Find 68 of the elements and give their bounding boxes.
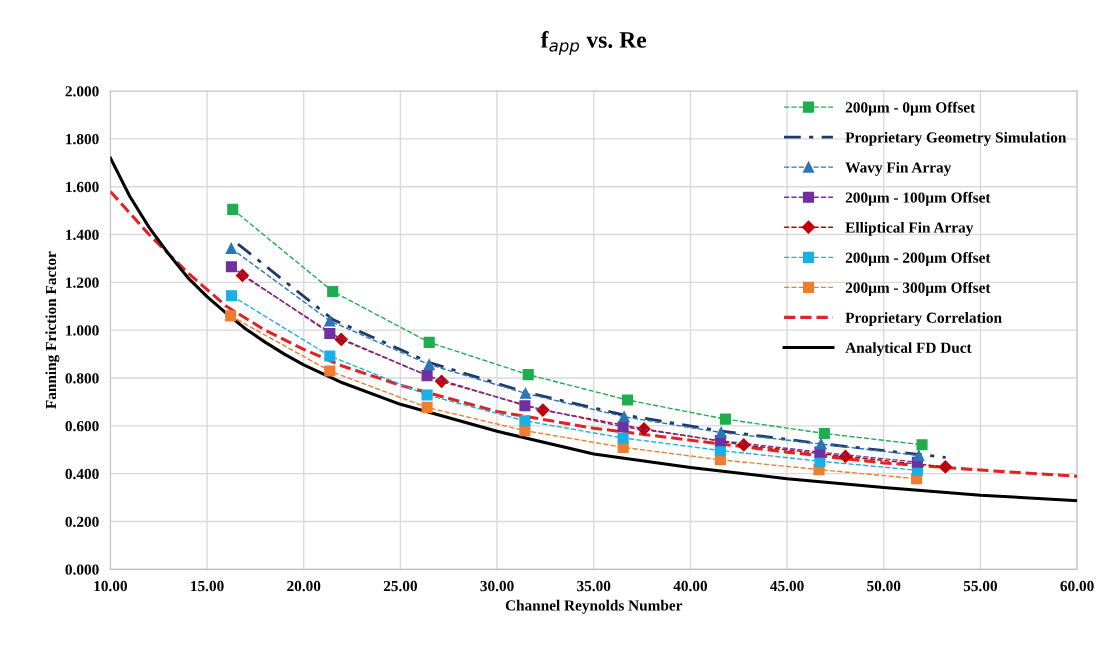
legend-label: Wavy Fin Array bbox=[845, 161, 952, 176]
point bbox=[225, 310, 237, 322]
chart-title: f$_{app}$ vs. Re bbox=[540, 30, 647, 55]
point bbox=[324, 350, 336, 362]
point bbox=[225, 261, 237, 273]
y-tick-label: 0.800 bbox=[65, 373, 99, 384]
y-tick-label: 1.600 bbox=[66, 181, 99, 193]
legend-label: Proprietary Geometry Simulation bbox=[845, 131, 1067, 146]
x-tick-label: 45.00 bbox=[770, 580, 804, 592]
legend-label: Elliptical Fin Array bbox=[845, 221, 974, 236]
point bbox=[818, 427, 830, 440]
point bbox=[715, 426, 727, 439]
y-tick-label: 1.000 bbox=[66, 325, 99, 336]
point bbox=[324, 315, 336, 327]
point bbox=[421, 370, 433, 382]
line-series bbox=[110, 156, 1078, 503]
legend-label: 200µm - 100µm Offset bbox=[845, 191, 991, 206]
point bbox=[423, 336, 435, 348]
y-tick-label: 0.200 bbox=[65, 516, 99, 528]
point bbox=[719, 413, 731, 425]
y-tick-label: 0.000 bbox=[65, 564, 99, 575]
y-tick-label: 1.400 bbox=[66, 229, 99, 241]
point bbox=[519, 415, 531, 427]
point bbox=[225, 242, 237, 254]
x-tick-label: 25.00 bbox=[383, 580, 417, 592]
point bbox=[421, 389, 433, 401]
x-tick-label: 20.00 bbox=[287, 580, 321, 592]
y-tick-label: 0.600 bbox=[65, 420, 99, 432]
legend-label: 200µm - 200µm Offset bbox=[845, 251, 991, 266]
point bbox=[617, 432, 629, 444]
point bbox=[226, 290, 238, 302]
point bbox=[227, 203, 239, 215]
point bbox=[519, 400, 531, 412]
x-tick-label: 30.00 bbox=[480, 580, 514, 592]
y-tick-label: 1.200 bbox=[66, 277, 99, 288]
point bbox=[423, 359, 435, 371]
y-axis-title: Fanning Friction Factor bbox=[45, 251, 60, 409]
point bbox=[617, 421, 629, 433]
y-tick-label: 1.800 bbox=[66, 134, 99, 145]
legend-label: 200µm - 0µm Offset bbox=[845, 101, 976, 116]
x-tick-label: 15.00 bbox=[191, 580, 224, 592]
line-series bbox=[110, 189, 1078, 478]
point bbox=[622, 394, 634, 406]
x-tick-label: 50.00 bbox=[867, 580, 901, 592]
legend-label: Analytical FD Duct bbox=[845, 342, 972, 357]
x-axis-title: Channel Reynolds Number bbox=[505, 599, 683, 614]
x-tick-label: 55.00 bbox=[963, 580, 998, 592]
point bbox=[324, 365, 336, 377]
point bbox=[421, 401, 433, 413]
legend-label: Proprietary Correlation bbox=[845, 312, 1002, 327]
y-tick-label: 2.000 bbox=[65, 86, 99, 97]
point bbox=[519, 425, 531, 437]
point bbox=[714, 444, 726, 457]
point bbox=[519, 387, 532, 399]
x-tick-label: 40.00 bbox=[673, 580, 708, 592]
x-tick-label: 35.00 bbox=[577, 580, 611, 592]
y-tick-label: 0.400 bbox=[65, 468, 99, 480]
point bbox=[913, 449, 925, 462]
x-tick-label: 60.00 bbox=[1060, 580, 1094, 592]
point bbox=[522, 369, 534, 381]
point bbox=[324, 327, 336, 340]
x-tick-label: 10.00 bbox=[94, 580, 127, 592]
legend-label: 200µm - 300µm Offset bbox=[845, 281, 991, 296]
point bbox=[916, 439, 928, 451]
point bbox=[618, 411, 630, 423]
point bbox=[327, 285, 339, 297]
point bbox=[938, 460, 953, 474]
point bbox=[815, 438, 827, 450]
